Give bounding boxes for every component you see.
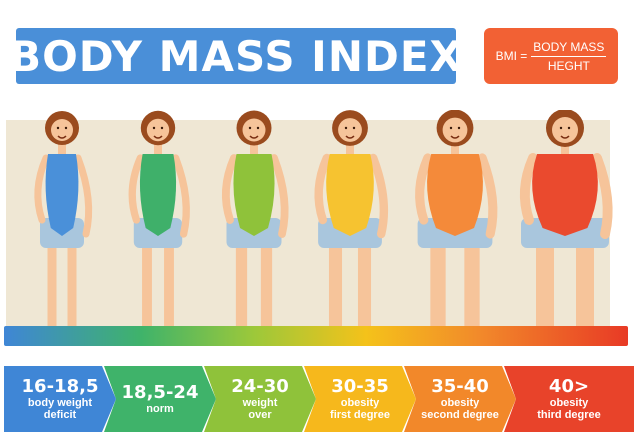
figure-neck [154,140,162,154]
figure-arm-right [592,153,613,239]
figure-swimsuit [139,154,177,236]
figure-leg-left [142,238,152,330]
category-obesity-2: 35-40 obesity second degree [404,366,516,432]
category-overweight: 24-30 weight over [204,366,316,432]
figure-leg-right [164,238,174,330]
figure-leg-right [67,238,77,330]
category-obesity-1: 30-35 obesity first degree [304,366,416,432]
figure-face [442,117,468,143]
category-range: 40> [548,376,590,397]
figure-leg-right [260,238,273,330]
figures-illustration [34,110,613,337]
bmi-formula: BMI = BODY MASS HEGHT [484,28,618,84]
formula-fraction: BODY MASS HEGHT [531,40,607,73]
figure-swimsuit [326,154,374,236]
figure-leg-left [328,238,343,330]
category-range: 30-35 [331,376,389,397]
figure-arm-right [368,153,389,239]
category-label-line2: first degree [330,409,390,421]
category-obesity-3: 40> obesity third degree [504,366,634,432]
category-label-line1: body weight [27,397,93,409]
figure-eye-left [559,126,563,130]
figure-smile [57,135,67,139]
figure-smile [249,135,259,139]
figure-smile [345,135,355,139]
figure-leg-right [576,238,594,330]
figure-leg-left [430,238,446,330]
figure-arm-right [477,153,498,239]
figure-swimsuit [45,154,79,236]
figure-eye-left [344,126,348,130]
figure-swimsuit [532,154,598,236]
figure-smile [560,135,570,139]
category-label-line2: over [248,409,272,421]
category-label-line2: third degree [537,409,601,421]
figure-6 [519,110,613,337]
category-norm: 18,5-24 norm [104,366,216,432]
page-title: BODY MASS INDEX [9,31,463,81]
figure-3 [221,110,289,337]
title-banner: BODY MASS INDEX [9,28,462,84]
figure-swimsuit [233,154,275,236]
figure-neck [250,140,258,154]
figure-arm-right [74,154,93,238]
figure-leg-right [357,238,372,330]
figure-arm-left [128,154,145,224]
category-label-line1: obesity [340,397,380,409]
formula-numerator: BODY MASS [531,40,607,57]
category-range: 24-30 [231,376,289,397]
figure-face [146,118,170,142]
formula-lhs: BMI = [495,49,528,63]
figure-face [51,119,73,141]
figure-arm-left [221,154,238,224]
figure-face [242,118,266,142]
figure-eye-right [352,126,356,130]
figure-eye-right [457,126,461,130]
figure-eye-left [152,126,156,130]
figure-leg-right [464,238,480,330]
figure-eye-right [567,126,571,130]
bmi-categories: 16-18,5 body weight deficit 18,5-24 norm… [0,366,640,432]
figure-leg-left [47,238,57,330]
figure-face [338,118,362,142]
figure-arm-left [415,153,433,225]
figure-5 [415,110,498,337]
category-range: 18,5-24 [121,382,199,403]
figure-eye-left [449,126,453,130]
formula-denominator: HEGHT [547,58,590,73]
figure-leg-left [536,238,554,330]
category-label-line2: second degree [421,409,499,421]
figure-leg-left [235,238,248,330]
category-label-line1: norm [146,403,174,415]
figure-arm-right [270,154,289,238]
gradient-strip [4,326,628,346]
figure-arm-right [171,154,190,238]
figure-swimsuit [427,154,483,236]
category-label-line2: deficit [43,409,77,421]
figure-arm-left [34,154,50,224]
figure-neck [346,140,354,154]
background-panel [6,120,610,332]
figure-1 [34,111,93,337]
category-deficit: 16-18,5 body weight deficit [4,366,116,432]
category-range: 16-18,5 [21,376,99,397]
figure-smile [153,135,163,139]
category-label-line1: obesity [549,397,589,409]
figure-eye-left [248,126,252,130]
figure-arm-left [519,153,538,225]
figure-eye-right [256,126,260,130]
figure-4 [314,110,389,337]
category-label-line1: obesity [440,397,480,409]
category-label-line1: weight [242,397,278,409]
figure-neck [58,140,66,154]
figure-neck [451,140,459,154]
category-range: 35-40 [431,376,489,397]
figure-arm-left [314,153,332,225]
figure-smile [450,135,460,139]
figure-face [552,117,578,143]
figure-eye-right [64,126,68,130]
figure-eye-right [160,126,164,130]
figure-eye-left [56,126,60,130]
figure-2 [128,110,190,337]
